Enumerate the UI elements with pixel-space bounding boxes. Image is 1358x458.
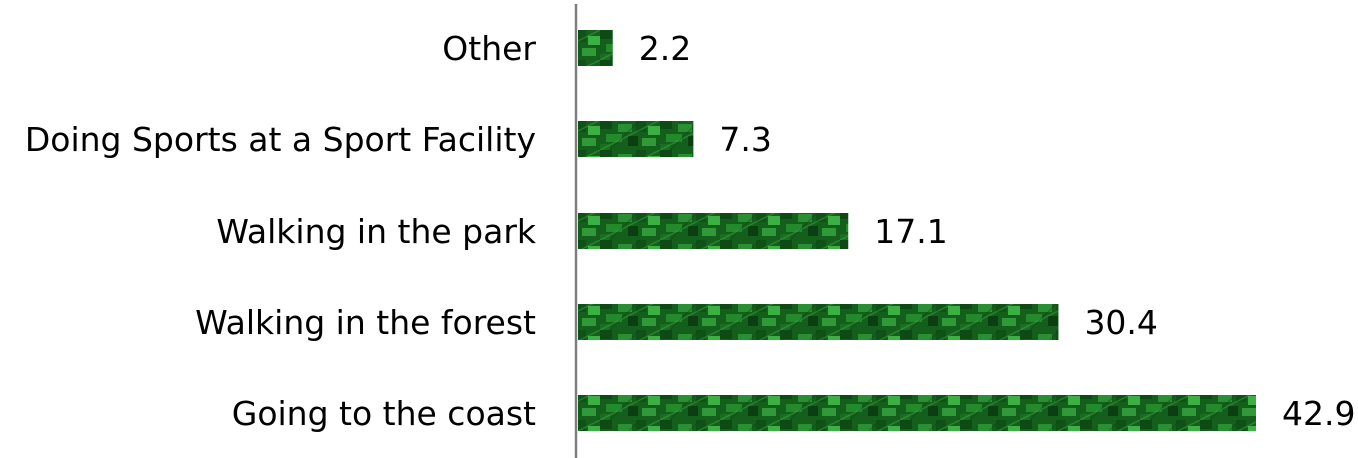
category-label-4: Going to the coast: [232, 394, 536, 433]
value-label-2: 17.1: [874, 212, 947, 251]
category-labels-group: Other Doing Sports at a Sport Facility Wal…: [25, 29, 537, 433]
category-label-2: Walking in the park: [216, 212, 536, 251]
bar-3: [578, 304, 1059, 340]
bar-2: [578, 213, 849, 249]
category-label-3: Walking in the forest: [195, 303, 536, 342]
bars-group: [578, 30, 1256, 431]
bar-0: [578, 30, 613, 66]
category-label-0: Other: [442, 29, 536, 68]
value-labels-group: 2.2 7.3 17.1 30.4 42.9: [639, 29, 1356, 433]
bar-1: [578, 121, 694, 157]
bar-4: [578, 395, 1256, 431]
value-label-3: 30.4: [1084, 303, 1157, 342]
value-label-0: 2.2: [639, 29, 691, 68]
value-label-1: 7.3: [719, 120, 771, 159]
category-label-1: Doing Sports at a Sport Facility: [25, 120, 536, 159]
value-label-4: 42.9: [1282, 394, 1355, 433]
